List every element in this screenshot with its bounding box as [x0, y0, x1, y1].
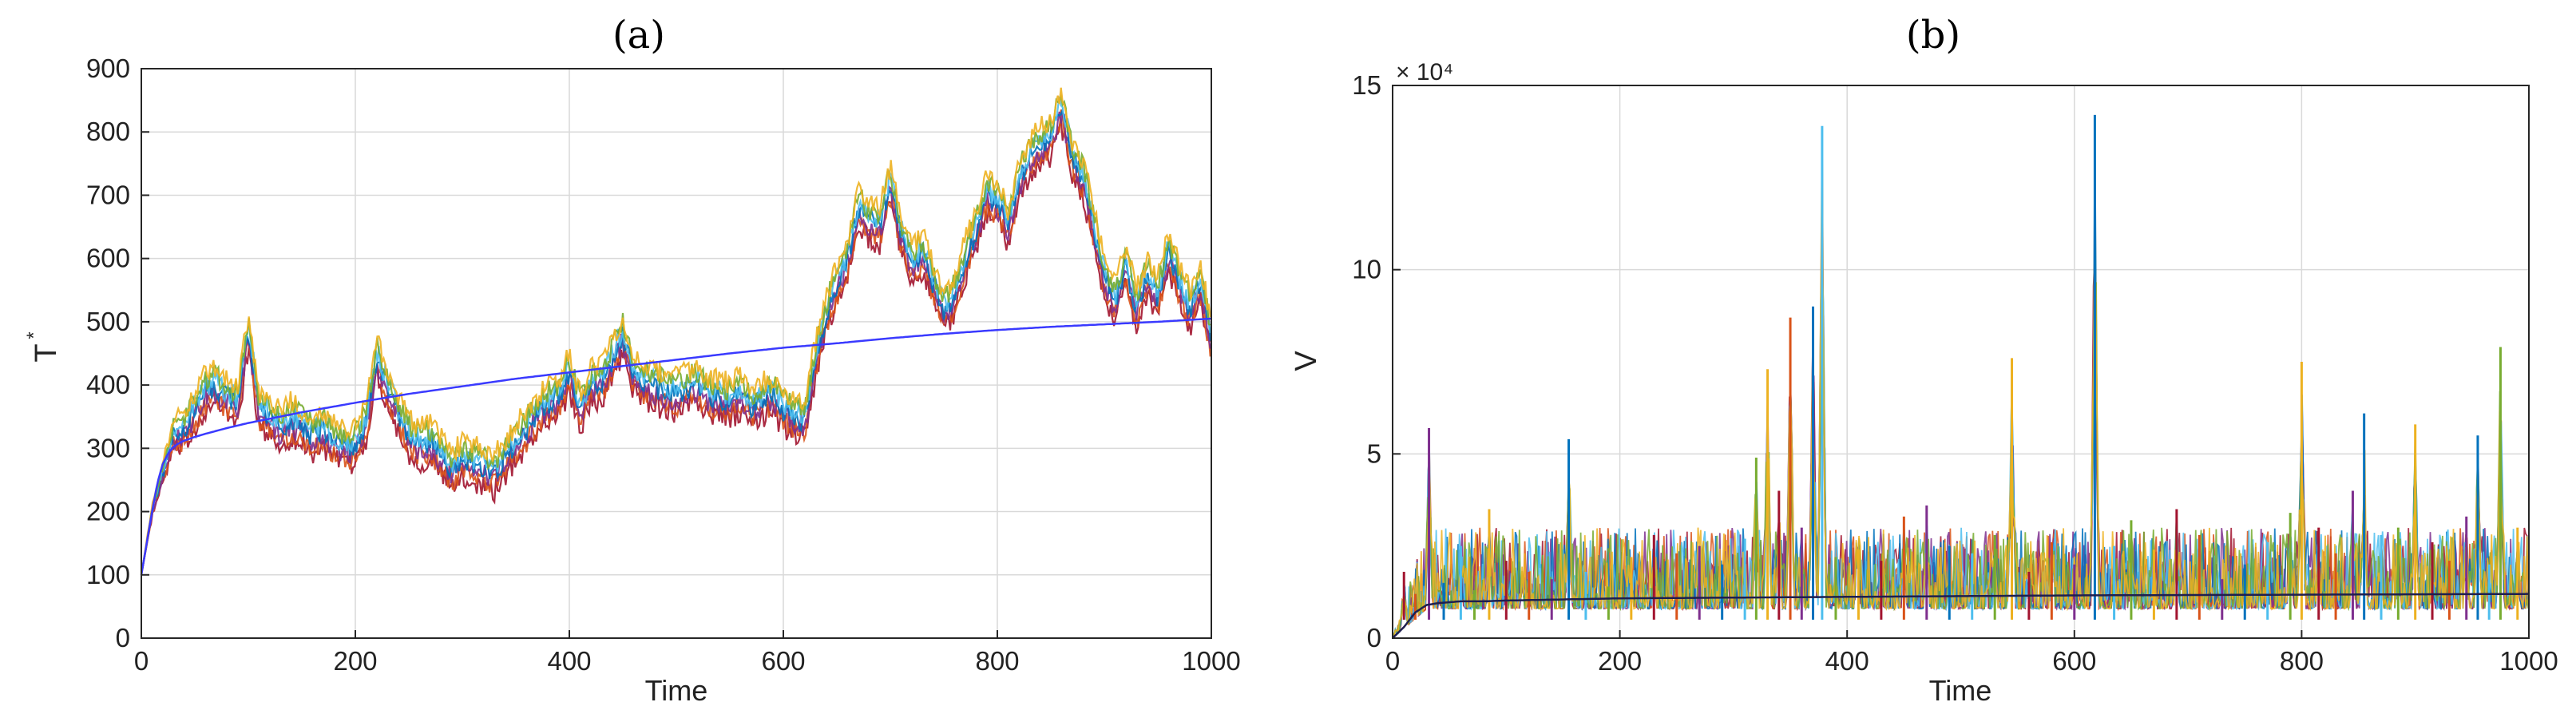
x-tick-label: 800 — [2280, 646, 2324, 676]
panel-b-title: (b) — [1906, 13, 1960, 58]
panel-a-y-ticks: 0 100 200 300 400 500 600 700 800 900 — [86, 54, 149, 653]
y-tick-label: 100 — [86, 560, 130, 589]
sample-path-4 — [140, 106, 1211, 575]
panel-a-sample-paths — [140, 87, 1211, 575]
panel-a-x-label: Time — [645, 674, 708, 707]
y-tick-label: 0 — [1367, 623, 1381, 653]
x-tick-label: 400 — [547, 646, 591, 676]
sample-path-3 — [140, 110, 1211, 575]
sample-path-1 — [140, 118, 1211, 575]
y-tick-label: 10 — [1352, 255, 1381, 284]
panel-b-mean-curve — [1392, 593, 2529, 639]
y-tick-label: 15 — [1352, 70, 1381, 100]
panel-a-mean-curve — [140, 317, 1212, 576]
panel-b-x-ticks: 0 200 400 600 800 1000 — [1385, 630, 2558, 676]
x-tick-label: 1000 — [1182, 646, 1240, 676]
panel-b-x-label: Time — [1929, 674, 1992, 707]
panel-a-y-label: T — [30, 343, 63, 362]
panel-a-x-ticks: 0 200 400 600 800 1000 — [134, 630, 1241, 676]
panel-a-y-label-group: T * — [23, 331, 63, 362]
sample-path-6 — [140, 93, 1211, 575]
y-tick-label: 700 — [86, 180, 130, 209]
sample-path-2 — [140, 109, 1211, 575]
y-tick-label: 800 — [86, 117, 130, 146]
panel-a-title: (a) — [612, 13, 665, 58]
x-tick-label: 600 — [2052, 646, 2096, 676]
y-tick-label: 200 — [86, 497, 130, 526]
y-tick-label: 600 — [86, 244, 130, 273]
x-tick-label: 200 — [333, 646, 377, 676]
sample-path-7 — [140, 87, 1211, 575]
x-tick-label: 600 — [761, 646, 805, 676]
x-tick-label: 800 — [975, 646, 1019, 676]
y-tick-label: 500 — [86, 307, 130, 336]
y-tick-label: 400 — [86, 370, 130, 399]
panel-a-chart: (a) 0 200 400 600 800 1000 0 100 200 300 400 500 60… — [23, 13, 1241, 707]
y-tick-label: 900 — [86, 54, 130, 83]
panel-b-exponent-label: × 10⁴ — [1396, 59, 1453, 85]
y-tick-label: 300 — [86, 433, 130, 462]
y-tick-label: 5 — [1367, 438, 1381, 468]
panel-a-y-label-superscript: * — [23, 331, 45, 339]
x-tick-label: 1000 — [2499, 646, 2558, 676]
panel-b-y-label: V — [1290, 351, 1323, 371]
panel-b-y-ticks: 0 5 10 15 — [1352, 70, 1401, 653]
x-tick-label: 400 — [1825, 646, 1869, 676]
panel-b-sample-paths — [1392, 114, 2530, 639]
y-tick-label: 0 — [116, 623, 130, 653]
sample-path-5 — [140, 96, 1211, 575]
panel-a-grid — [141, 69, 1211, 638]
x-tick-label: 200 — [1598, 646, 1642, 676]
panel-a-axes-frame — [141, 68, 1212, 639]
x-tick-label: 0 — [1385, 646, 1400, 676]
x-tick-label: 0 — [134, 646, 149, 676]
panel-b-axes-frame — [1392, 85, 2530, 639]
